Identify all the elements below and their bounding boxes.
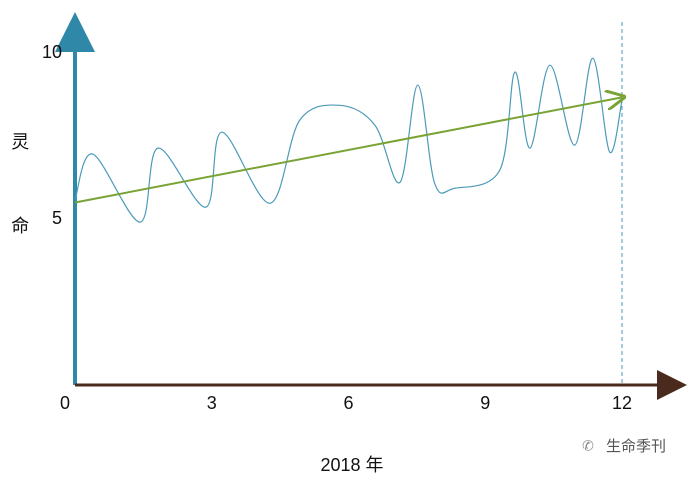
x-tick-label: 0 (60, 393, 70, 413)
x-tick-label: 12 (612, 393, 632, 413)
line (74, 57, 623, 223)
watermark-icon: ✆ (582, 438, 594, 454)
x-tick-label: 6 (343, 393, 353, 413)
y-tick-label: 10 (42, 42, 62, 62)
trend-arrow (74, 97, 622, 204)
y-axis-label: 灵命 (9, 132, 29, 300)
x-tick-label: 9 (480, 393, 490, 413)
watermark: 生命季刊 (606, 437, 666, 455)
y-tick-label: 5 (52, 208, 62, 228)
x-tick-label: 3 (207, 393, 217, 413)
x-axis-label: 2018 年 (320, 455, 383, 475)
